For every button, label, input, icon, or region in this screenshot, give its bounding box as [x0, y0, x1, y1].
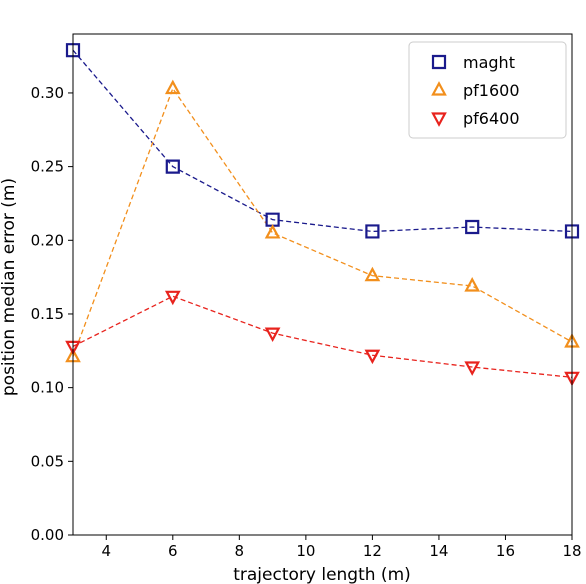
series-line-pf6400 — [73, 295, 572, 378]
y-tick-label: 0.10 — [31, 379, 64, 397]
x-tick-label: 10 — [296, 542, 315, 560]
data-point-pf6400-2 — [264, 327, 281, 343]
data-point-maght-5 — [564, 224, 580, 239]
x-tick-label: 8 — [235, 542, 245, 560]
data-point-maght-2 — [265, 212, 280, 227]
series-line-pf1600 — [73, 87, 572, 357]
y-tick-label: 0.15 — [31, 305, 64, 323]
data-point-maght-0 — [65, 43, 81, 58]
axes: 4 6 8 10 12 14 16 18 0.00 0.05 0.10 0.15 0.20 0.25 0.3… — [31, 33, 582, 560]
legend-label-maght: maght — [463, 53, 515, 72]
legend-marker-maght — [431, 54, 447, 70]
data-point-pf6400-3 — [364, 349, 381, 365]
y-tick-label: 0.30 — [31, 84, 64, 102]
data-point-maght-1 — [165, 159, 180, 174]
plot-frame — [72, 33, 573, 536]
x-tick-label: 16 — [496, 542, 515, 560]
x-tick-label: 12 — [363, 542, 382, 560]
x-tick-label: 18 — [562, 542, 581, 560]
data-point-pf1600-1 — [164, 79, 181, 95]
y-axis-label: position median error (m) — [0, 178, 19, 396]
y-tick-label: 0.00 — [31, 526, 64, 544]
data-point-pf1600-4 — [464, 277, 481, 292]
data-point-pf1600-2 — [264, 224, 281, 239]
data-point-pf6400-1 — [164, 290, 181, 306]
x-tick-label: 4 — [101, 542, 111, 560]
legend-label-pf6400: pf6400 — [463, 109, 520, 128]
data-point-maght-4 — [465, 219, 480, 235]
legend: maght pf1600 pf6400 — [408, 41, 567, 139]
y-tick-label: 0.20 — [31, 231, 64, 249]
series-line-maght — [73, 49, 572, 233]
x-tick-label: 6 — [168, 542, 178, 560]
legend-label-pf1600: pf1600 — [463, 81, 520, 100]
data-point-maght-3 — [365, 224, 380, 239]
y-tick-label: 0.05 — [31, 452, 64, 470]
legend-marker-pf1600 — [431, 81, 447, 96]
x-axis-label: trajectory length (m) — [233, 565, 411, 584]
data-point-pf6400-4 — [464, 361, 481, 376]
y-tick-label: 0.25 — [31, 158, 64, 176]
x-tick-label: 14 — [429, 542, 448, 560]
legend-marker-pf6400 — [431, 112, 447, 127]
data-point-pf1600-3 — [364, 266, 381, 282]
legend-box — [408, 41, 567, 139]
series-layer — [73, 49, 572, 378]
